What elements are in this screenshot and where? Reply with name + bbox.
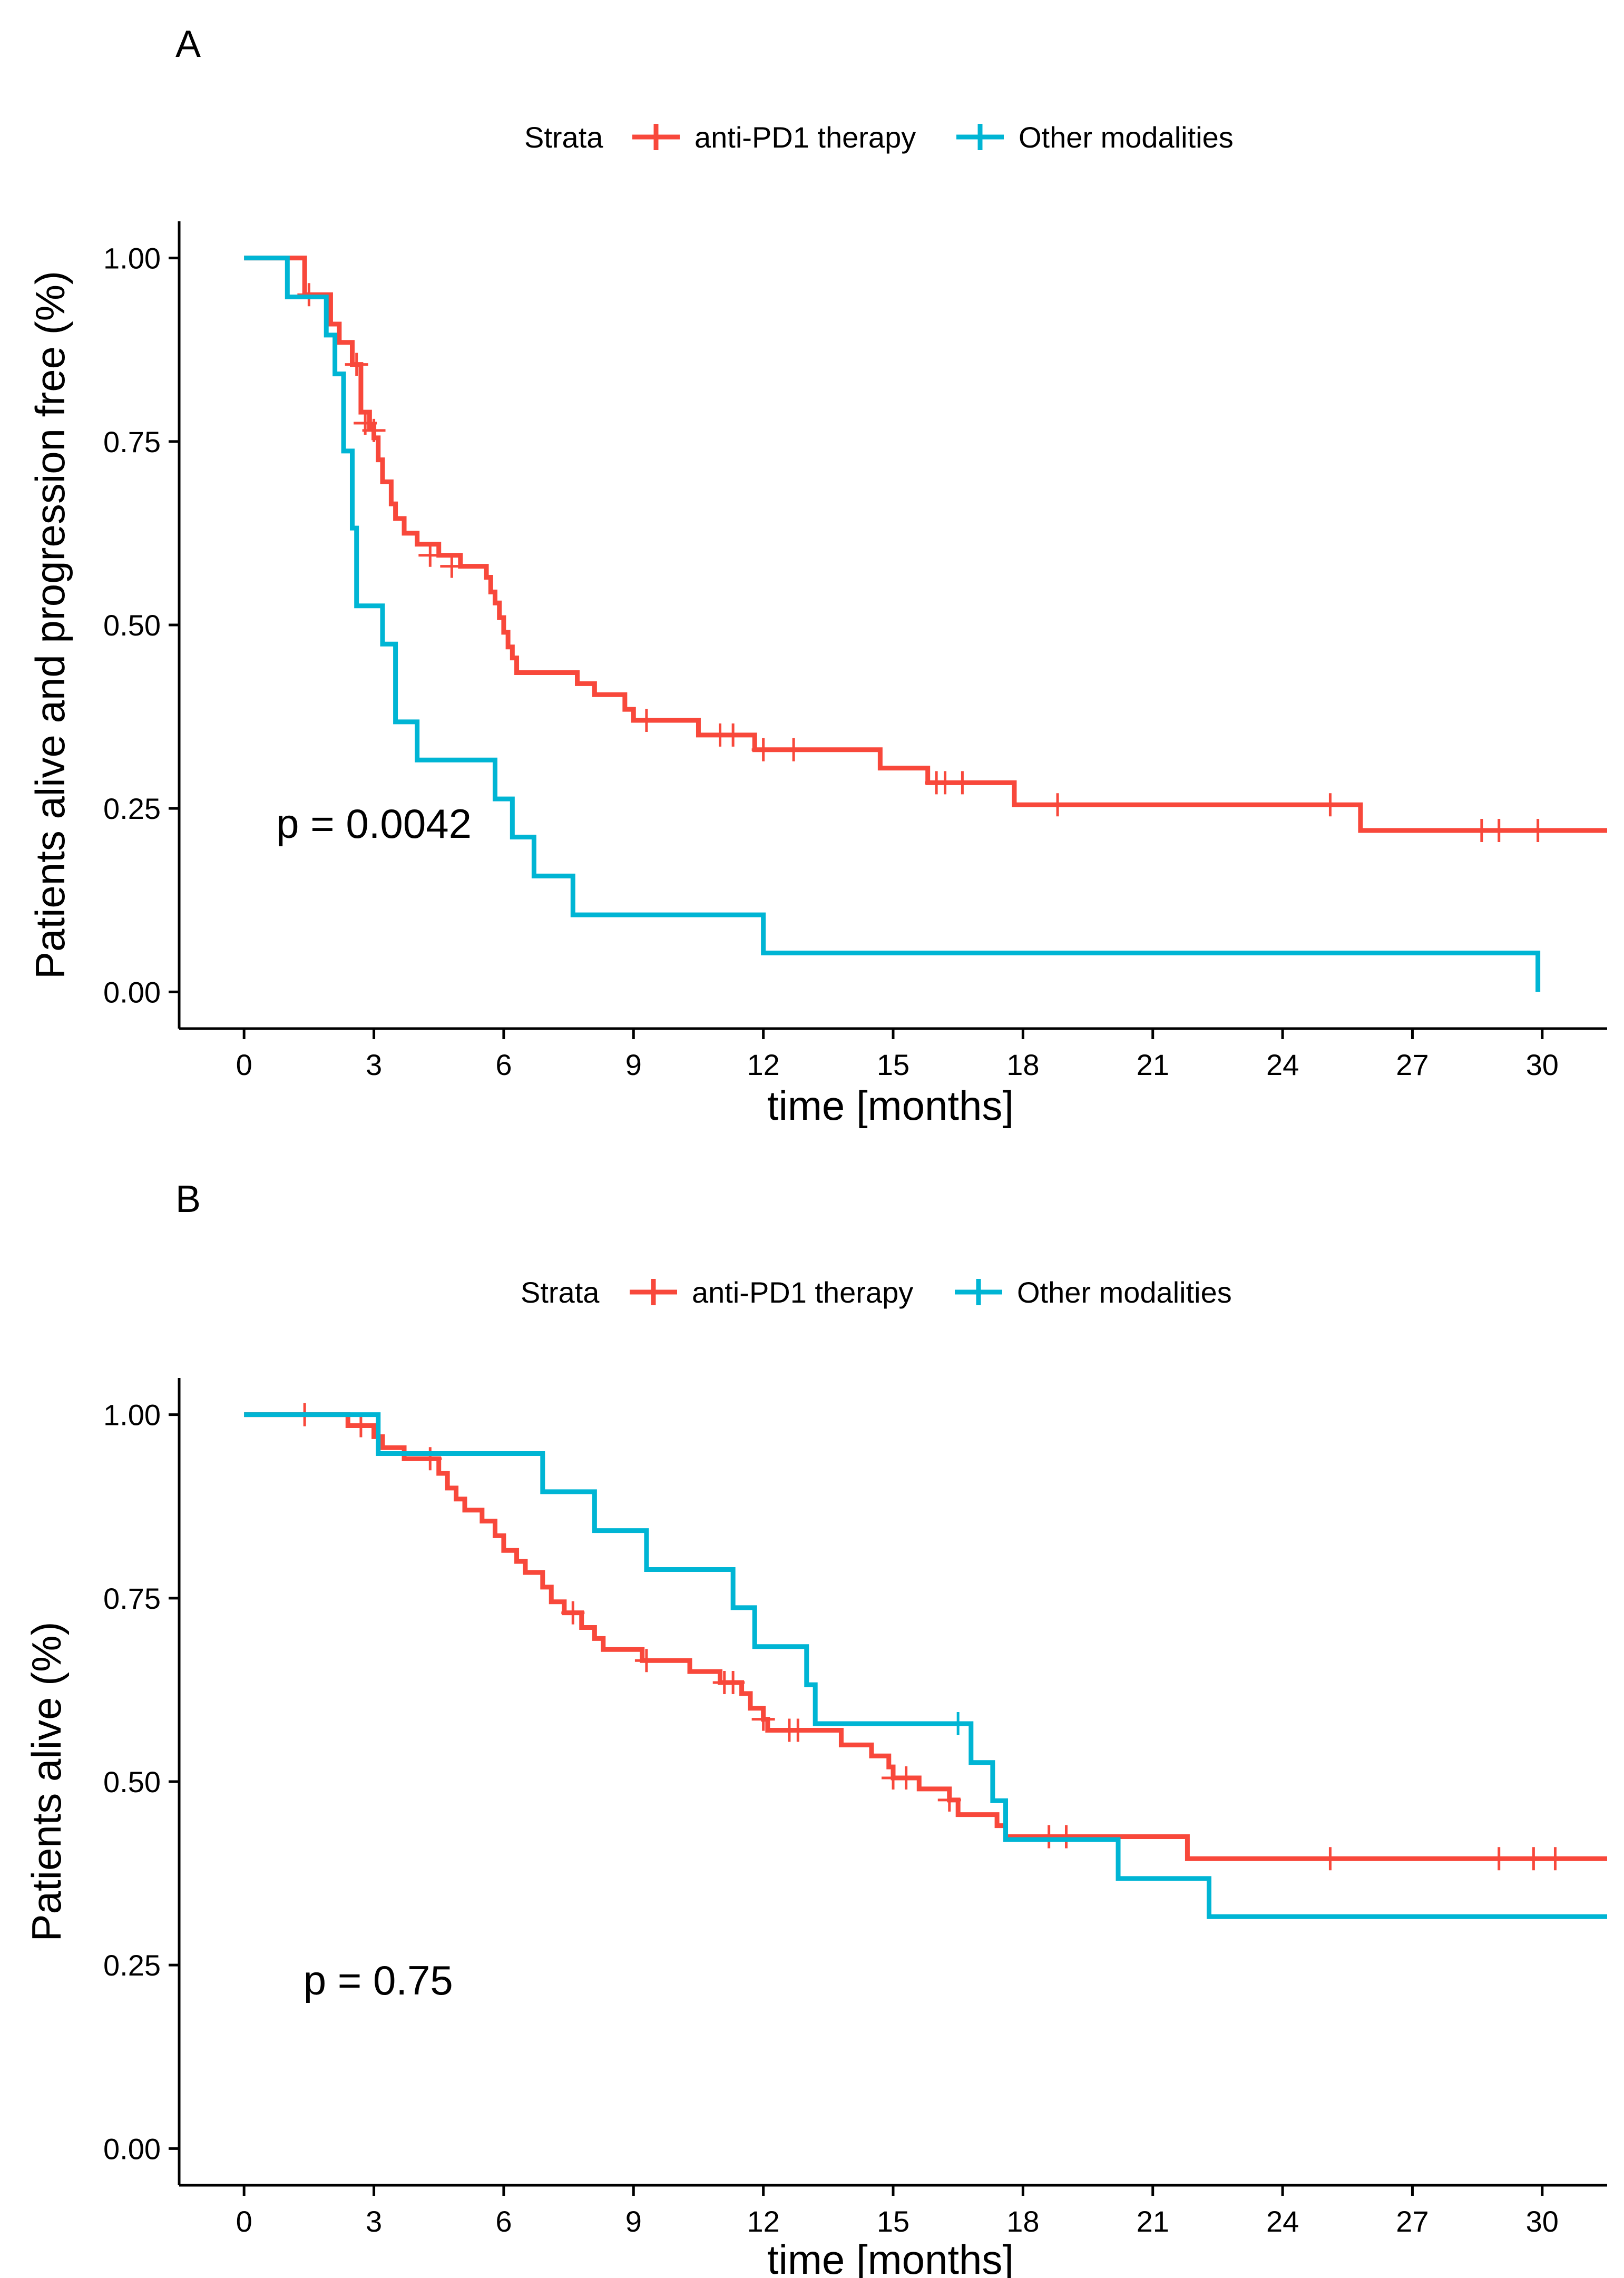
censor-mark	[1318, 1847, 1342, 1871]
y-tick-label: 0.75	[103, 1582, 161, 1615]
x-tick-label: 18	[1006, 1048, 1039, 1081]
legend: Strata anti-PD1 therapy Other modalities	[521, 1276, 1232, 1309]
censor-mark	[1526, 818, 1550, 842]
y-tick-label: 1.00	[103, 242, 161, 275]
x-tick-label: 15	[877, 2205, 909, 2238]
x-tick-label: 21	[1137, 2205, 1169, 2238]
x-axis-title: time [months]	[767, 1082, 1014, 1129]
y-ticks: 0.00 0.25 0.50 0.75 1.00	[103, 242, 179, 1009]
x-ticks: 0 3 6 9 12 15 18 21 24 27 30	[236, 2185, 1559, 2238]
censor-mark	[1522, 1847, 1545, 1871]
censor-mark	[937, 1788, 961, 1812]
censor-mark	[362, 418, 386, 442]
legend-entry-anti-pd1: anti-PD1 therapy	[692, 1276, 913, 1309]
legend-title: Strata	[521, 1276, 600, 1309]
censor-mark	[721, 1670, 745, 1694]
y-tick-label: 0.25	[103, 1949, 161, 1982]
censor-mark	[418, 1447, 442, 1471]
censor-mark	[1543, 1847, 1567, 1871]
censor-mark	[1054, 1825, 1078, 1849]
panel-a: A Strata anti-PD1 therapy Other modaliti…	[27, 23, 1607, 1129]
x-tick-label: 6	[495, 2205, 512, 2238]
y-axis-title: Patients alive (%)	[23, 1622, 70, 1942]
y-tick-label: 0.50	[103, 1765, 161, 1798]
panel-label: B	[175, 1178, 201, 1220]
x-ticks: 0 3 6 9 12 15 18 21 24 27 30	[236, 1029, 1559, 1081]
x-tick-label: 15	[877, 1048, 909, 1081]
censor-mark	[782, 738, 806, 761]
x-tick-label: 12	[747, 2205, 779, 2238]
x-tick-label: 27	[1396, 1048, 1429, 1081]
x-tick-label: 6	[495, 1048, 512, 1081]
censor-mark	[418, 543, 442, 567]
censor-mark	[721, 723, 745, 747]
censor-mark	[1318, 793, 1342, 817]
y-axis-title: Patients alive and progression free (%)	[27, 271, 73, 979]
x-tick-label: 0	[236, 1048, 252, 1081]
x-tick-label: 12	[747, 1048, 779, 1081]
y-tick-label: 0.75	[103, 425, 161, 458]
censor-mark	[1487, 1847, 1511, 1871]
censor-mark	[894, 1766, 918, 1790]
x-tick-label: 24	[1266, 1048, 1299, 1081]
censor-mark	[751, 738, 775, 761]
survival-curves	[244, 256, 1607, 992]
censor-mark	[1046, 793, 1070, 817]
legend-key-other	[955, 1279, 1002, 1305]
survival-curves	[244, 1403, 1607, 1919]
censor-mark	[345, 353, 368, 376]
curve-anti-pd1-therapy	[244, 1412, 1607, 1861]
x-tick-label: 3	[366, 1048, 382, 1081]
x-tick-label: 9	[625, 1048, 642, 1081]
legend-entry-anti-pd1: anti-PD1 therapy	[694, 121, 916, 154]
legend: Strata anti-PD1 therapy Other modalities	[524, 121, 1234, 154]
censor-mark	[440, 554, 464, 578]
legend-key-anti-pd1	[632, 124, 680, 150]
x-tick-label: 24	[1266, 2205, 1299, 2238]
legend-key-other	[956, 124, 1004, 150]
x-tick-label: 9	[625, 2205, 642, 2238]
p-value-annotation: p = 0.75	[304, 1957, 453, 2003]
x-tick-label: 30	[1526, 1048, 1559, 1081]
y-tick-label: 0.25	[103, 792, 161, 825]
x-tick-label: 3	[366, 2205, 382, 2238]
censor-mark	[751, 1707, 775, 1731]
curve-other-modalities	[244, 1412, 1607, 1919]
x-tick-label: 30	[1526, 2205, 1559, 2238]
x-axis-title: time [months]	[767, 2236, 1014, 2278]
censor-mark	[1487, 818, 1511, 842]
y-tick-label: 0.00	[103, 2132, 161, 2165]
x-tick-label: 0	[236, 2205, 252, 2238]
x-tick-label: 21	[1137, 1048, 1169, 1081]
y-ticks: 0.00 0.25 0.50 0.75 1.00	[103, 1399, 179, 2165]
censor-mark	[634, 709, 658, 732]
censor-mark	[349, 1414, 373, 1438]
panel-label: A	[175, 23, 201, 65]
legend-title: Strata	[524, 121, 603, 154]
curve-other-modalities	[244, 256, 1541, 992]
y-tick-label: 0.50	[103, 609, 161, 642]
legend-entry-other: Other modalities	[1019, 121, 1234, 154]
legend-entry-other: Other modalities	[1017, 1276, 1232, 1309]
legend-key-anti-pd1	[630, 1279, 677, 1305]
x-tick-label: 27	[1396, 2205, 1429, 2238]
panel-b: B Strata anti-PD1 therapy Other modaliti…	[23, 1178, 1607, 2278]
censor-mark	[946, 1712, 970, 1735]
censor-mark	[561, 1601, 585, 1625]
y-tick-label: 1.00	[103, 1399, 161, 1432]
censor-mark	[634, 1649, 658, 1673]
p-value-annotation: p = 0.0042	[276, 800, 472, 847]
y-tick-label: 0.00	[103, 975, 161, 1009]
censor-mark	[951, 771, 974, 795]
censor-mark	[786, 1718, 810, 1742]
curve-anti-pd1-therapy	[244, 256, 1607, 833]
x-tick-label: 18	[1006, 2205, 1039, 2238]
